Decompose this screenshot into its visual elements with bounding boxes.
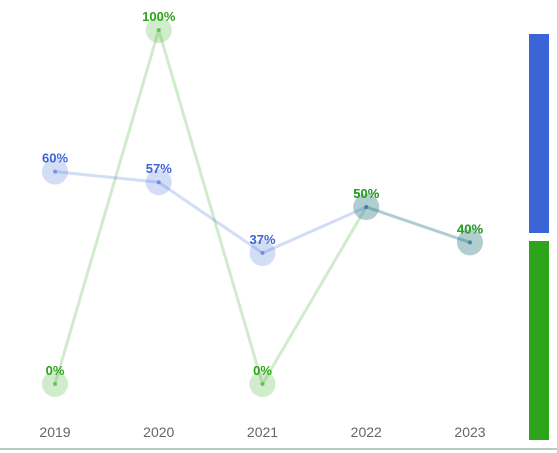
series-2-value-label: 40% xyxy=(457,221,483,236)
x-tick-label: 2022 xyxy=(351,424,382,440)
series-1-value-label: 57% xyxy=(146,161,172,176)
series-2-point[interactable] xyxy=(260,382,265,386)
x-axis: 2019 2020 2021 2022 2023 xyxy=(0,424,557,450)
series-2-point[interactable] xyxy=(53,382,57,386)
x-tick-label: 2021 xyxy=(247,424,278,440)
series-2-value-label: 0% xyxy=(253,363,272,378)
x-tick-label: 2020 xyxy=(143,424,174,440)
legend-bar-series-1[interactable] xyxy=(529,34,549,233)
series-2-value-label: 100% xyxy=(142,9,176,24)
legend xyxy=(529,34,549,440)
legend-bar-series-2[interactable] xyxy=(529,241,549,440)
x-tick-label: 2023 xyxy=(454,424,485,440)
series-2-value-label: 0% xyxy=(46,363,65,378)
series-1-point[interactable] xyxy=(364,205,369,209)
series-2-value-label: 50% xyxy=(353,186,379,201)
series-2-line xyxy=(53,28,471,386)
series-1-point[interactable] xyxy=(260,251,265,256)
series-1-value-label: 60% xyxy=(42,151,68,166)
series-1 xyxy=(42,158,483,267)
series-1-point[interactable] xyxy=(53,169,57,174)
series-2-point[interactable] xyxy=(156,28,161,32)
series-1-value-label: 37% xyxy=(249,232,275,247)
series-2 xyxy=(42,17,483,397)
series-1-value-label: 50% xyxy=(353,186,379,201)
x-tick-label: 2019 xyxy=(39,424,70,440)
series-1-point[interactable] xyxy=(156,180,161,185)
series-1-point[interactable] xyxy=(468,240,472,245)
series-layer xyxy=(42,17,483,397)
value-label-layer: 60%57%37%50%40%0%100%0%50%40% xyxy=(42,9,483,378)
series-1-value-label: 40% xyxy=(457,221,483,236)
